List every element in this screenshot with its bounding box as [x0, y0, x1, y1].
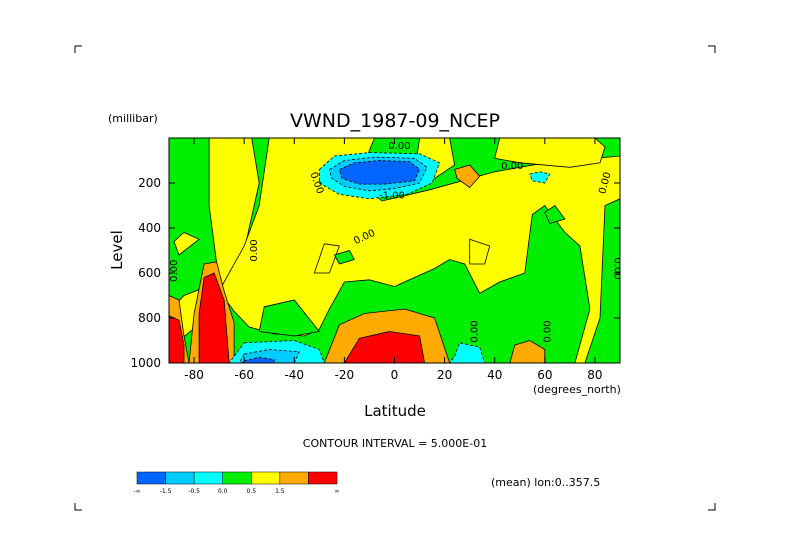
colorbar-label-3: 0.0 [218, 488, 228, 495]
corner-marks [74, 45, 716, 511]
x-axis: -80 -60 -40 -20 0 20 40 60 80 [184, 138, 603, 382]
contour-region-26 [338, 160, 421, 185]
contour-interval-text: CONTOUR INTERVAL = 5.000E-01 [303, 437, 487, 450]
x-axis-label: Latitude [364, 402, 426, 420]
colorbar-label-1: -1.5 [160, 488, 172, 495]
colorbar-swatch-3 [222, 471, 252, 485]
colorbar-swatch-5 [279, 471, 309, 485]
contour-fill-layer [169, 138, 620, 363]
y-tick-label-4: 1000 [130, 356, 161, 370]
contour-region-22 [529, 171, 551, 184]
contour-region-10 [544, 204, 566, 224]
contour-region-14 [509, 340, 546, 363]
colorbar-label-5: 1.5 [275, 488, 285, 495]
colorbar-swatch-1 [165, 471, 195, 485]
contour-region-17 [198, 272, 230, 363]
contour-region-8 [258, 299, 321, 337]
x-units-label: (degrees_north) [533, 383, 621, 396]
contour-label-0: 0.00 [388, 141, 410, 152]
x-tick-label-2: -40 [284, 368, 304, 382]
colorbar-label-4: 0.5 [247, 488, 257, 495]
colorbar-legend: -∞ -1.5 -0.5 0.0 0.5 1.5 ∞ [133, 471, 340, 495]
y-axis: 200 400 600 800 1000 [130, 176, 620, 370]
contour-region-9 [333, 250, 355, 265]
colorbar-label-2: -0.5 [188, 488, 200, 495]
contour-region-6 [313, 243, 340, 274]
y-tick-label-1: 400 [138, 221, 161, 235]
colorbar-swatch-4 [251, 471, 281, 485]
y-tick-label-0: 200 [138, 176, 161, 190]
corner-mark-tr [708, 45, 716, 53]
y-units-label: (millibar) [108, 112, 158, 125]
contour-label-4: -1.00 [379, 190, 405, 201]
colorbar-swatch-0 [136, 471, 166, 485]
contour-label-9: 0.00 [470, 320, 481, 342]
contour-region-18 [169, 315, 185, 363]
chart-title: VWND_1987-09_NCEP [290, 110, 500, 132]
corner-mark-br [708, 503, 716, 511]
x-tick-label-6: 40 [487, 368, 502, 382]
y-tick-label-2: 600 [138, 266, 161, 280]
corner-mark-tl [74, 45, 82, 53]
contour-region-21 [449, 342, 486, 363]
contour-label-2: 0.00 [501, 161, 523, 172]
contour-region-16 [454, 164, 481, 189]
colorbar-swatch-6 [308, 471, 338, 485]
x-tick-label-8: 80 [587, 368, 602, 382]
x-tick-label-0: -80 [184, 368, 204, 382]
colorbar-label-6: ∞ [335, 488, 340, 495]
contour-label-8: 0.00 [169, 260, 180, 282]
x-tick-label-4: 0 [391, 368, 399, 382]
contour-label-10: 0.00 [542, 320, 553, 342]
x-tick-label-7: 60 [537, 368, 552, 382]
mean-lon-text: (mean) lon:0..357.5 [491, 476, 600, 489]
x-tick-label-5: 20 [437, 368, 452, 382]
y-tick-label-3: 800 [138, 311, 161, 325]
corner-mark-bl [74, 503, 82, 511]
contour-region-19 [343, 331, 426, 363]
contour-label-7: 0.00 [611, 257, 622, 279]
contour-region-4 [494, 138, 606, 168]
x-tick-label-3: -20 [335, 368, 355, 382]
colorbar-label-0: -∞ [133, 488, 140, 495]
contour-region-7 [469, 238, 491, 265]
x-tick-label-1: -60 [234, 368, 254, 382]
y-axis-label: Level [108, 230, 126, 270]
contour-label-6: 0.00 [249, 239, 260, 261]
contour-region-5 [173, 232, 200, 256]
colorbar-swatch-2 [193, 471, 223, 485]
